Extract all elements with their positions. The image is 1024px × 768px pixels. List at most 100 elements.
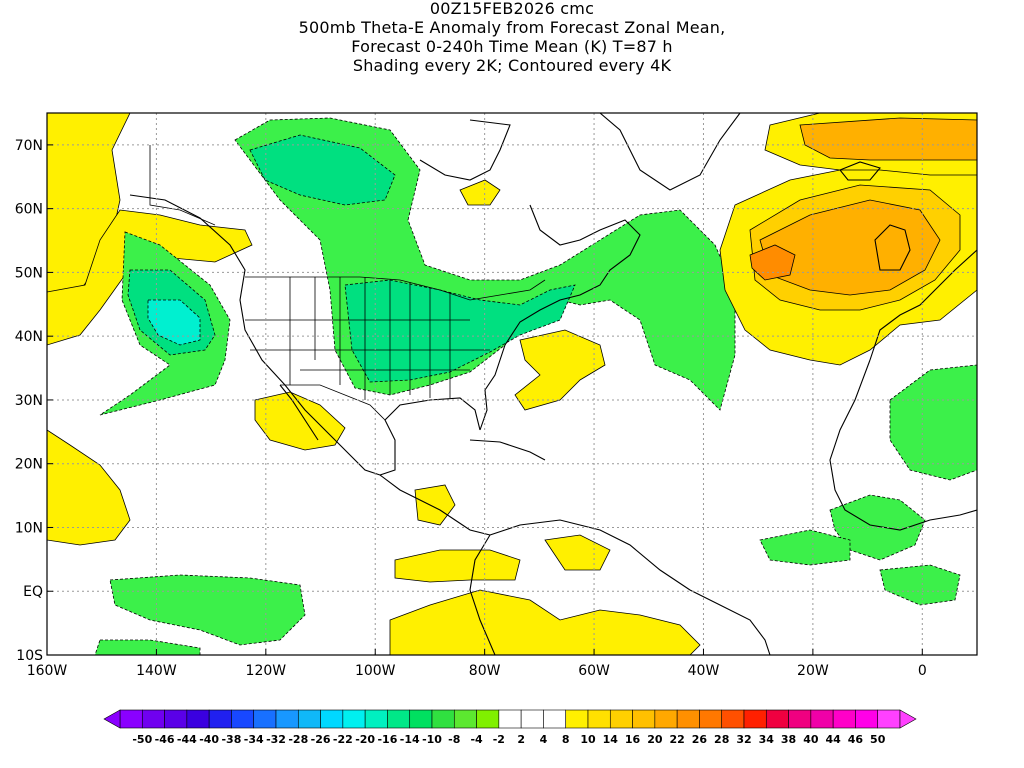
anomaly-region-yellow-caribbean xyxy=(394,549,521,583)
colorbar-label: 50 xyxy=(870,733,886,746)
lon-tick-label: 160W xyxy=(27,663,68,679)
colorbar-label: -46 xyxy=(155,733,175,746)
lat-tick-label: 30N xyxy=(15,393,43,409)
border-us-canada xyxy=(245,276,546,301)
colorbar-label: 26 xyxy=(692,733,708,746)
anomaly-region-orange-europe xyxy=(749,244,796,281)
colorbar-swatch xyxy=(676,709,700,729)
colorbar-swatch xyxy=(275,709,299,729)
colorbar-swatch xyxy=(409,709,433,729)
lat-tick-label: EQ xyxy=(23,584,43,600)
lon-tick-label: 40W xyxy=(688,663,720,679)
lat-tick-label: 10S xyxy=(16,648,43,664)
colorbar-label: 2 xyxy=(517,733,525,746)
colorbar-swatch xyxy=(208,709,232,729)
colorbar-swatch xyxy=(297,709,321,729)
colorbar-swatch xyxy=(543,709,567,729)
colorbar-label: -14 xyxy=(400,733,420,746)
colorbar-label: -34 xyxy=(244,733,264,746)
colorbar-label: -20 xyxy=(355,733,375,746)
colorbar-label: 20 xyxy=(647,733,663,746)
colorbar-swatch xyxy=(364,709,388,729)
colorbar-label: 14 xyxy=(603,733,619,746)
colorbar-swatch xyxy=(431,709,455,729)
colorbar-label: 38 xyxy=(781,733,796,746)
colorbar-swatch xyxy=(632,709,656,729)
colorbar-label: 22 xyxy=(669,733,684,746)
colorbar: -50 -46 -44 -40 -38 -34 -32 -28 -26 -22 -20 -16 -14-… xyxy=(103,709,917,746)
colorbar-label: -10 xyxy=(422,733,442,746)
colorbar-swatch xyxy=(342,709,366,729)
colorbar-swatch xyxy=(141,709,165,729)
coastline-hudson-bay xyxy=(419,119,511,181)
lon-tick-label: 100W xyxy=(355,663,396,679)
anomaly-region-yellow-northeast-brazil xyxy=(544,534,611,571)
lat-tick-label: 10N xyxy=(15,520,43,536)
colorbar-label: -16 xyxy=(377,733,397,746)
colorbar-swatch xyxy=(320,709,344,729)
coastline-central-america xyxy=(379,474,491,536)
colorbar-label: 4 xyxy=(540,733,548,746)
anomaly-region-green-south-pacific xyxy=(94,639,201,655)
colorbar-swatch xyxy=(476,709,500,729)
colorbar-label: 34 xyxy=(759,733,775,746)
colorbar-swatch xyxy=(253,709,277,729)
colorbar-swatch xyxy=(164,709,188,729)
colorbar-swatch xyxy=(654,709,678,729)
anomaly-region-yellow-great-lakes xyxy=(459,179,501,206)
colorbar-swatch xyxy=(765,709,789,729)
map-title-line3: Forecast 0-240h Time Mean (K) T=87 h xyxy=(351,37,673,56)
colorbar-label: 28 xyxy=(714,733,729,746)
colorbar-swatch xyxy=(119,709,143,729)
colorbar-label: -28 xyxy=(288,733,308,746)
colorbar-label: -38 xyxy=(221,733,241,746)
lat-tick-label: 60N xyxy=(15,202,43,218)
anomaly-region-cyan-pacific xyxy=(147,299,201,346)
coastline-greenland xyxy=(599,113,741,191)
colorbar-swatch xyxy=(743,709,767,729)
colorbar-label: -32 xyxy=(266,733,286,746)
colorbar-swatch xyxy=(231,709,255,729)
coastline-africa xyxy=(829,359,977,531)
coastline-south-america xyxy=(489,519,771,655)
coastline-europe xyxy=(869,249,977,361)
colorbar-label: -50 xyxy=(132,733,152,746)
colorbar-left-arrow xyxy=(103,709,121,729)
colorbar-swatch xyxy=(387,709,411,729)
lat-tick-label: 70N xyxy=(15,138,43,154)
plot-frame xyxy=(46,112,978,656)
border-alaska-canada xyxy=(149,145,216,226)
longitude-axis: 160W 140W 120W 100W 80W 60W 40W 20W 0 xyxy=(27,649,927,679)
colorbar-swatch xyxy=(721,709,745,729)
latitude-axis: 10S EQ 10N 20N 30N 40N 50N 60N 70N xyxy=(15,138,53,664)
coastline-north-america-west xyxy=(129,194,381,476)
coastlines xyxy=(129,113,977,655)
colorbar-swatch xyxy=(855,709,879,729)
colorbar-label: 46 xyxy=(848,733,864,746)
anomaly-region-green-africa xyxy=(889,364,977,481)
lat-tick-label: 40N xyxy=(15,329,43,345)
map-title-line1: 00Z15FEB2026 cmc xyxy=(429,0,595,18)
map-title-line2: 500mb Theta-E Anomaly from Forecast Zona… xyxy=(298,18,726,37)
anomaly-region-orange-light-europe xyxy=(759,199,941,296)
lat-tick-label: 20N xyxy=(15,457,43,473)
anomaly-region-green-canada-strong xyxy=(249,134,396,206)
colorbar-label: -44 xyxy=(177,733,197,746)
political-borders xyxy=(149,145,546,421)
anomaly-region-yellow-south-america xyxy=(389,589,701,655)
coastline-iceland xyxy=(839,161,881,181)
anomaly-region-yellow-atlantic xyxy=(514,329,606,411)
lon-tick-label: 80W xyxy=(469,663,501,679)
colorbar-swatch xyxy=(453,709,477,729)
anomaly-region-yellow-mexico xyxy=(254,391,346,451)
lon-tick-label: 120W xyxy=(246,663,287,679)
colorbar-label: -4 xyxy=(470,733,483,746)
colorbar-label: -22 xyxy=(333,733,353,746)
lat-tick-label: 50N xyxy=(15,265,43,281)
colorbar-swatch xyxy=(609,709,633,729)
colorbar-swatch xyxy=(788,709,812,729)
colorbar-swatch xyxy=(810,709,834,729)
colorbar-label: -2 xyxy=(493,733,505,746)
anomaly-region-yellow-gulf-alaska xyxy=(47,209,253,346)
